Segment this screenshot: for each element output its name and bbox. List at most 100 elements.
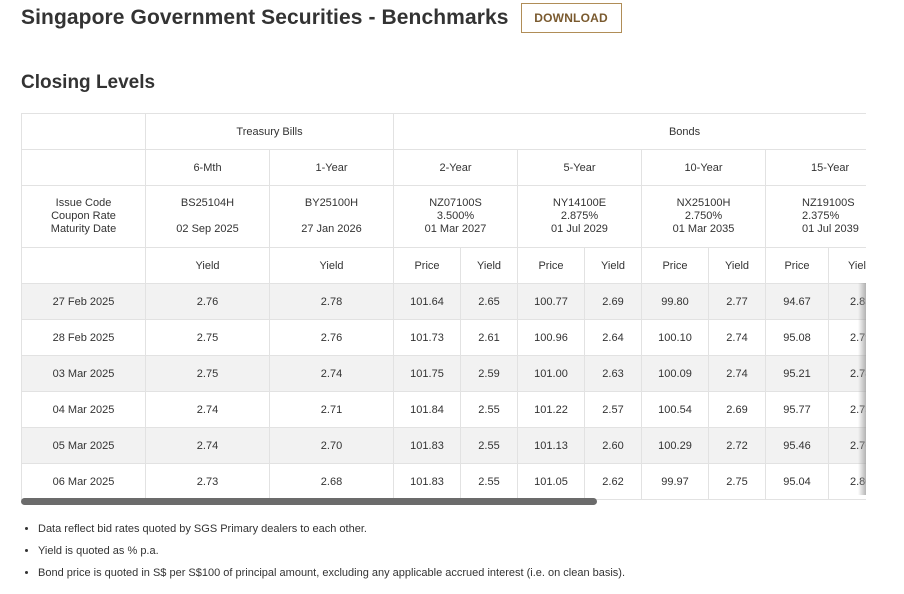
coupon-rate: 3.500%	[436, 210, 475, 222]
table-cell: 2.57	[584, 391, 642, 428]
row-date: 05 Mar 2025	[21, 427, 146, 464]
table-body: 27 Feb 2025 2.76 2.78 101.64 2.65 100.77 2.69 9…	[21, 283, 866, 500]
issue-cell-1y: BY25100H 27 Jan 2026	[269, 185, 394, 248]
issue-cell-6m: BS25104H 02 Sep 2025	[145, 185, 270, 248]
coupon-rate: 2.375%	[802, 210, 840, 222]
scroll-fade-shadow	[858, 283, 866, 495]
table-cell: 100.29	[641, 427, 709, 464]
table-cell: 2.65	[460, 283, 518, 320]
table-cell: 2.59	[460, 355, 518, 392]
table-cell: 2.70	[269, 427, 394, 464]
tenor-1y: 1-Year	[269, 149, 394, 186]
issue-code: BY25100H	[304, 197, 359, 209]
table-cell: 2.60	[584, 427, 642, 464]
table-cell: 2.62	[584, 463, 642, 500]
issue-code-label: Issue Code	[55, 197, 112, 209]
page-header: Singapore Government Securities - Benchm…	[21, 3, 622, 33]
notes-list: Data reflect bid rates quoted by SGS Pri…	[21, 523, 625, 589]
issue-code: NX25100H	[676, 197, 731, 209]
page-title: Singapore Government Securities - Benchm…	[21, 6, 509, 29]
measure-blank-cell	[21, 247, 146, 284]
note-item: Yield is quoted as % p.a.	[38, 545, 625, 557]
group-bonds: Bonds	[392, 113, 866, 150]
table-cell: 99.80	[641, 283, 709, 320]
maturity-date: 01 Mar 2027	[424, 223, 487, 235]
group-header-row: Treasury Bills Bonds	[21, 113, 866, 150]
issue-cell-10y: NX25100H 2.750% 01 Mar 2035	[641, 185, 766, 248]
tenor-blank-cell	[21, 149, 146, 186]
coupon-rate-label: Coupon Rate	[51, 210, 116, 222]
scrollbar-thumb[interactable]	[21, 498, 597, 505]
table-row: 27 Feb 2025 2.76 2.78 101.64 2.65 100.77 2.69 9…	[21, 283, 866, 320]
table-cell: 2.61	[460, 319, 518, 356]
coupon-rate: 2.875%	[560, 210, 599, 222]
table-cell: 2.55	[460, 391, 518, 428]
tenor-2y: 2-Year	[393, 149, 518, 186]
table-cell: 101.05	[517, 463, 585, 500]
table-cell: 99.97	[641, 463, 709, 500]
row-date: 28 Feb 2025	[21, 319, 146, 356]
table-cell: 2.75	[145, 355, 270, 392]
group-bonds-label: Bonds	[668, 125, 701, 138]
table-cell: 95.08	[765, 319, 829, 356]
issue-code: BS25104H	[180, 197, 235, 209]
table-cell: 2.63	[584, 355, 642, 392]
closing-levels-table: Treasury Bills Bonds 6-Mth 1-Year 2-Year…	[21, 113, 866, 500]
table-cell: 2.55	[460, 463, 518, 500]
table-cell: 2.71	[269, 391, 394, 428]
horizontal-scrollbar[interactable]	[21, 497, 866, 506]
table-cell: 95.04	[765, 463, 829, 500]
table-cell: 2.69	[708, 391, 766, 428]
table-cell: 100.10	[641, 319, 709, 356]
table-cell: 95.21	[765, 355, 829, 392]
table-cell: 101.22	[517, 391, 585, 428]
table-cell: 2.78	[269, 283, 394, 320]
section-title: Closing Levels	[21, 72, 156, 93]
table-cell: 100.77	[517, 283, 585, 320]
row-date: 03 Mar 2025	[21, 355, 146, 392]
maturity-date: 01 Jul 2039	[802, 223, 859, 235]
maturity-date: 27 Jan 2026	[301, 223, 362, 235]
issue-code: NZ19100S	[802, 197, 855, 209]
measure-price: Price	[765, 247, 829, 284]
table-row: 28 Feb 2025 2.75 2.76 101.73 2.61 100.96 2.64 1…	[21, 319, 866, 356]
table-cell: 2.76	[269, 319, 394, 356]
table-cell: 94.67	[765, 283, 829, 320]
maturity-date: 01 Mar 2035	[672, 223, 735, 235]
table-cell: 101.83	[393, 427, 461, 464]
coupon-rate: 2.750%	[684, 210, 723, 222]
download-button[interactable]: DOWNLOAD	[520, 3, 622, 33]
issue-code: NZ07100S	[429, 197, 482, 209]
table-cell: 2.74	[708, 355, 766, 392]
table-cell: 101.73	[393, 319, 461, 356]
measure-yield: Yield	[460, 247, 518, 284]
measure-price: Price	[641, 247, 709, 284]
table-cell: 2.74	[708, 319, 766, 356]
table-cell: 2.55	[460, 427, 518, 464]
note-item: Bond price is quoted in S$ per S$100 of …	[38, 567, 625, 579]
issue-row-header: Issue Code Coupon Rate Maturity Date	[21, 185, 146, 248]
measure-yield: Yield	[584, 247, 642, 284]
table-cell: 95.77	[765, 391, 829, 428]
table-row: 06 Mar 2025 2.73 2.68 101.83 2.55 101.05 2.62 9…	[21, 463, 866, 500]
note-item: Data reflect bid rates quoted by SGS Pri…	[38, 523, 625, 535]
table-cell: 2.75	[708, 463, 766, 500]
table-cell: 2.74	[145, 391, 270, 428]
table-cell: 95.46	[765, 427, 829, 464]
tenor-6m: 6-Mth	[145, 149, 270, 186]
corner-cell	[21, 113, 146, 150]
maturity-date-label: Maturity Date	[50, 223, 117, 235]
table-cell: 2.74	[269, 355, 394, 392]
table-row: 05 Mar 2025 2.74 2.70 101.83 2.55 101.13 2.60 1…	[21, 427, 866, 464]
table-cell: 100.96	[517, 319, 585, 356]
table-cell: 101.75	[393, 355, 461, 392]
table-cell: 100.09	[641, 355, 709, 392]
issue-header-row: Issue Code Coupon Rate Maturity Date BS2…	[21, 185, 866, 248]
maturity-date: 01 Jul 2029	[551, 223, 608, 235]
measure-price: Price	[517, 247, 585, 284]
measure-yield: Yield	[827, 247, 866, 284]
closing-levels-table-viewport[interactable]: Treasury Bills Bonds 6-Mth 1-Year 2-Year…	[21, 113, 866, 508]
issue-cell-2y: NZ07100S 3.500% 01 Mar 2027	[393, 185, 518, 248]
issue-cell-5y: NY14100E 2.875% 01 Jul 2029	[517, 185, 642, 248]
row-date: 06 Mar 2025	[21, 463, 146, 500]
